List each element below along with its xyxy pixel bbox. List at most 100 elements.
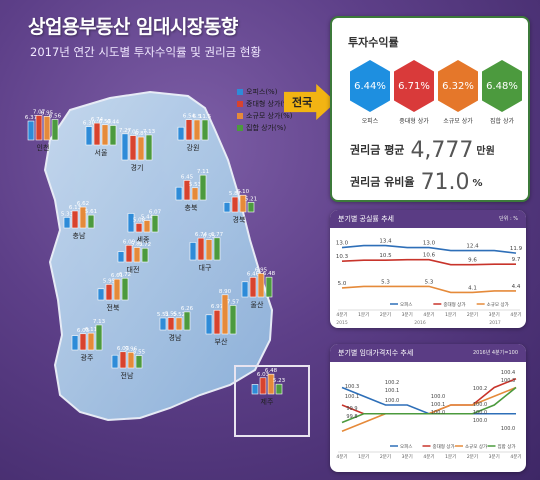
chart-legend-label: 소규모 상가 xyxy=(487,301,509,308)
x-tick-label: 2분기 xyxy=(380,453,391,460)
region-name: 인천 xyxy=(37,143,50,152)
region-bar xyxy=(193,119,201,141)
bar-value-label: 5.72 xyxy=(139,242,151,248)
region-bar xyxy=(135,223,143,233)
point-label: 5.0 xyxy=(338,281,347,287)
x-tick-label: 1분기 xyxy=(445,453,456,460)
bar-value-label: 5.81 xyxy=(131,242,143,248)
region-bar xyxy=(175,317,183,331)
legend-label: 집합 상가(%) xyxy=(246,124,287,132)
bar-value-label: 5.51 xyxy=(157,312,169,318)
page-title: 상업용부동산 임대시장동향 xyxy=(28,16,238,38)
bar-value-label: 6.03 xyxy=(117,346,130,352)
region-bar xyxy=(249,277,257,298)
bar-value-label: 6.77 xyxy=(211,232,224,238)
region-bar xyxy=(125,244,133,263)
region-bar xyxy=(241,281,249,298)
bar-value-label: 6.5 xyxy=(193,114,202,120)
region-bar xyxy=(63,217,71,229)
region-name: 충남 xyxy=(73,231,86,240)
region-name: 경남 xyxy=(169,333,182,342)
jeju-inset xyxy=(234,365,310,437)
x-tick-label: 4분기 xyxy=(423,453,434,460)
point-label: 10.5 xyxy=(379,253,392,259)
series-line xyxy=(341,244,517,254)
region-bar xyxy=(257,273,265,298)
region-bar xyxy=(71,210,79,229)
region-bar xyxy=(199,174,207,201)
region-bar xyxy=(87,214,95,229)
point-label: 100.0 xyxy=(385,398,399,404)
bar-value-label: 5.52 xyxy=(173,312,185,318)
national-badge: 6.71% xyxy=(394,60,434,112)
region-bar xyxy=(127,213,135,233)
national-badge-value: 6.71% xyxy=(398,80,430,92)
bar-value-label: 6.95 xyxy=(41,110,54,116)
rent-index-chart: 4분기 1분기 2분기 3분기 4분기 1분기 2분기 3분기 4분기 오피스 중대형 상가 소규모 … xyxy=(336,370,521,460)
national-badge-label: 소규모 상가 xyxy=(443,118,473,125)
region-bar xyxy=(95,324,103,351)
point-label: 100.2 xyxy=(473,386,487,392)
region-bar xyxy=(251,384,259,395)
rent-index-unit: 2016년 4분기=100 xyxy=(472,350,518,356)
region-name: 광주 xyxy=(81,354,94,362)
chart-legend-label: 소규모 상가 xyxy=(465,443,487,450)
year-label: 2015 xyxy=(336,320,348,326)
point-label: 100.0 xyxy=(431,394,445,400)
premium-unit: 만원 xyxy=(476,145,495,157)
bar-value-label: 7.11 xyxy=(197,169,209,175)
x-tick-label: 2분기 xyxy=(467,453,478,460)
bar-value-label: 5.08 xyxy=(133,217,146,223)
bar-value-label: 6.30 xyxy=(83,121,96,127)
bar-value-label: 7.07 xyxy=(33,109,46,115)
bar-value-label: 5.95 xyxy=(103,278,116,284)
x-tick-label: 3분기 xyxy=(489,311,500,318)
point-label: 100.1 xyxy=(431,402,445,408)
point-label: 12.4 xyxy=(466,244,479,250)
bar-value-label: 6.55 xyxy=(203,234,216,240)
national-badge: 6.32% xyxy=(438,60,478,112)
region-bar xyxy=(101,124,109,146)
x-tick-label: 2분기 xyxy=(467,311,478,318)
region-name: 울산 xyxy=(251,300,264,309)
vacancy-panel: 분기별 공실률 추세 단위 : % 13.0 13.4 13.0 12.4 11.9 10… xyxy=(330,210,526,328)
national-badge-label: 중대형 상가 xyxy=(399,118,429,125)
series-line xyxy=(341,386,517,432)
bar-value-label: 8.90 xyxy=(219,289,232,295)
bar-value-label: 6.37 xyxy=(25,115,38,121)
legend-swatch xyxy=(237,113,243,119)
point-label: 100.4 xyxy=(501,370,515,376)
region-bar xyxy=(85,126,93,146)
bar-value-label: 5.53 xyxy=(189,182,202,188)
region-bar xyxy=(117,251,125,263)
premium-value: 4,777 xyxy=(410,138,474,163)
region-bar xyxy=(35,115,43,141)
region-name: 충북 xyxy=(185,203,198,212)
region-bar xyxy=(121,277,129,301)
legend-swatch xyxy=(237,125,243,131)
national-badge-value: 6.48% xyxy=(486,80,518,92)
bar-value-label: 6.54 xyxy=(183,114,196,120)
ratio-unit: % xyxy=(472,177,483,189)
vacancy-chart: 13.0 13.4 13.0 12.4 11.9 10.3 10.5 10.6 9.6 9.7 5.… xyxy=(336,239,523,326)
bar-value-label: 6.26 xyxy=(181,306,194,312)
national-badge: 6.44% xyxy=(350,60,390,112)
region-bar xyxy=(223,202,231,213)
point-label: 100.0 xyxy=(501,426,515,432)
bar-value-label: 6.10 xyxy=(237,189,250,195)
region-bar xyxy=(177,126,185,141)
region-bar xyxy=(51,119,59,141)
point-label: 100.0 xyxy=(473,402,487,408)
x-tick-label: 3분기 xyxy=(402,453,413,460)
region-bar xyxy=(221,294,229,335)
region-bar xyxy=(145,134,153,161)
legend-label: 중대형 상가(%) xyxy=(246,100,293,108)
national-badge-value: 6.32% xyxy=(442,80,474,92)
region-bar xyxy=(43,116,51,141)
region-bar xyxy=(109,125,117,146)
bar-value-label: 6.46 xyxy=(247,271,260,277)
region-bar xyxy=(191,187,199,201)
korea-map-chart: 6.377.076.956.56인천6.306.746.536.44서울6.54… xyxy=(25,90,286,422)
region-bar xyxy=(129,135,137,161)
